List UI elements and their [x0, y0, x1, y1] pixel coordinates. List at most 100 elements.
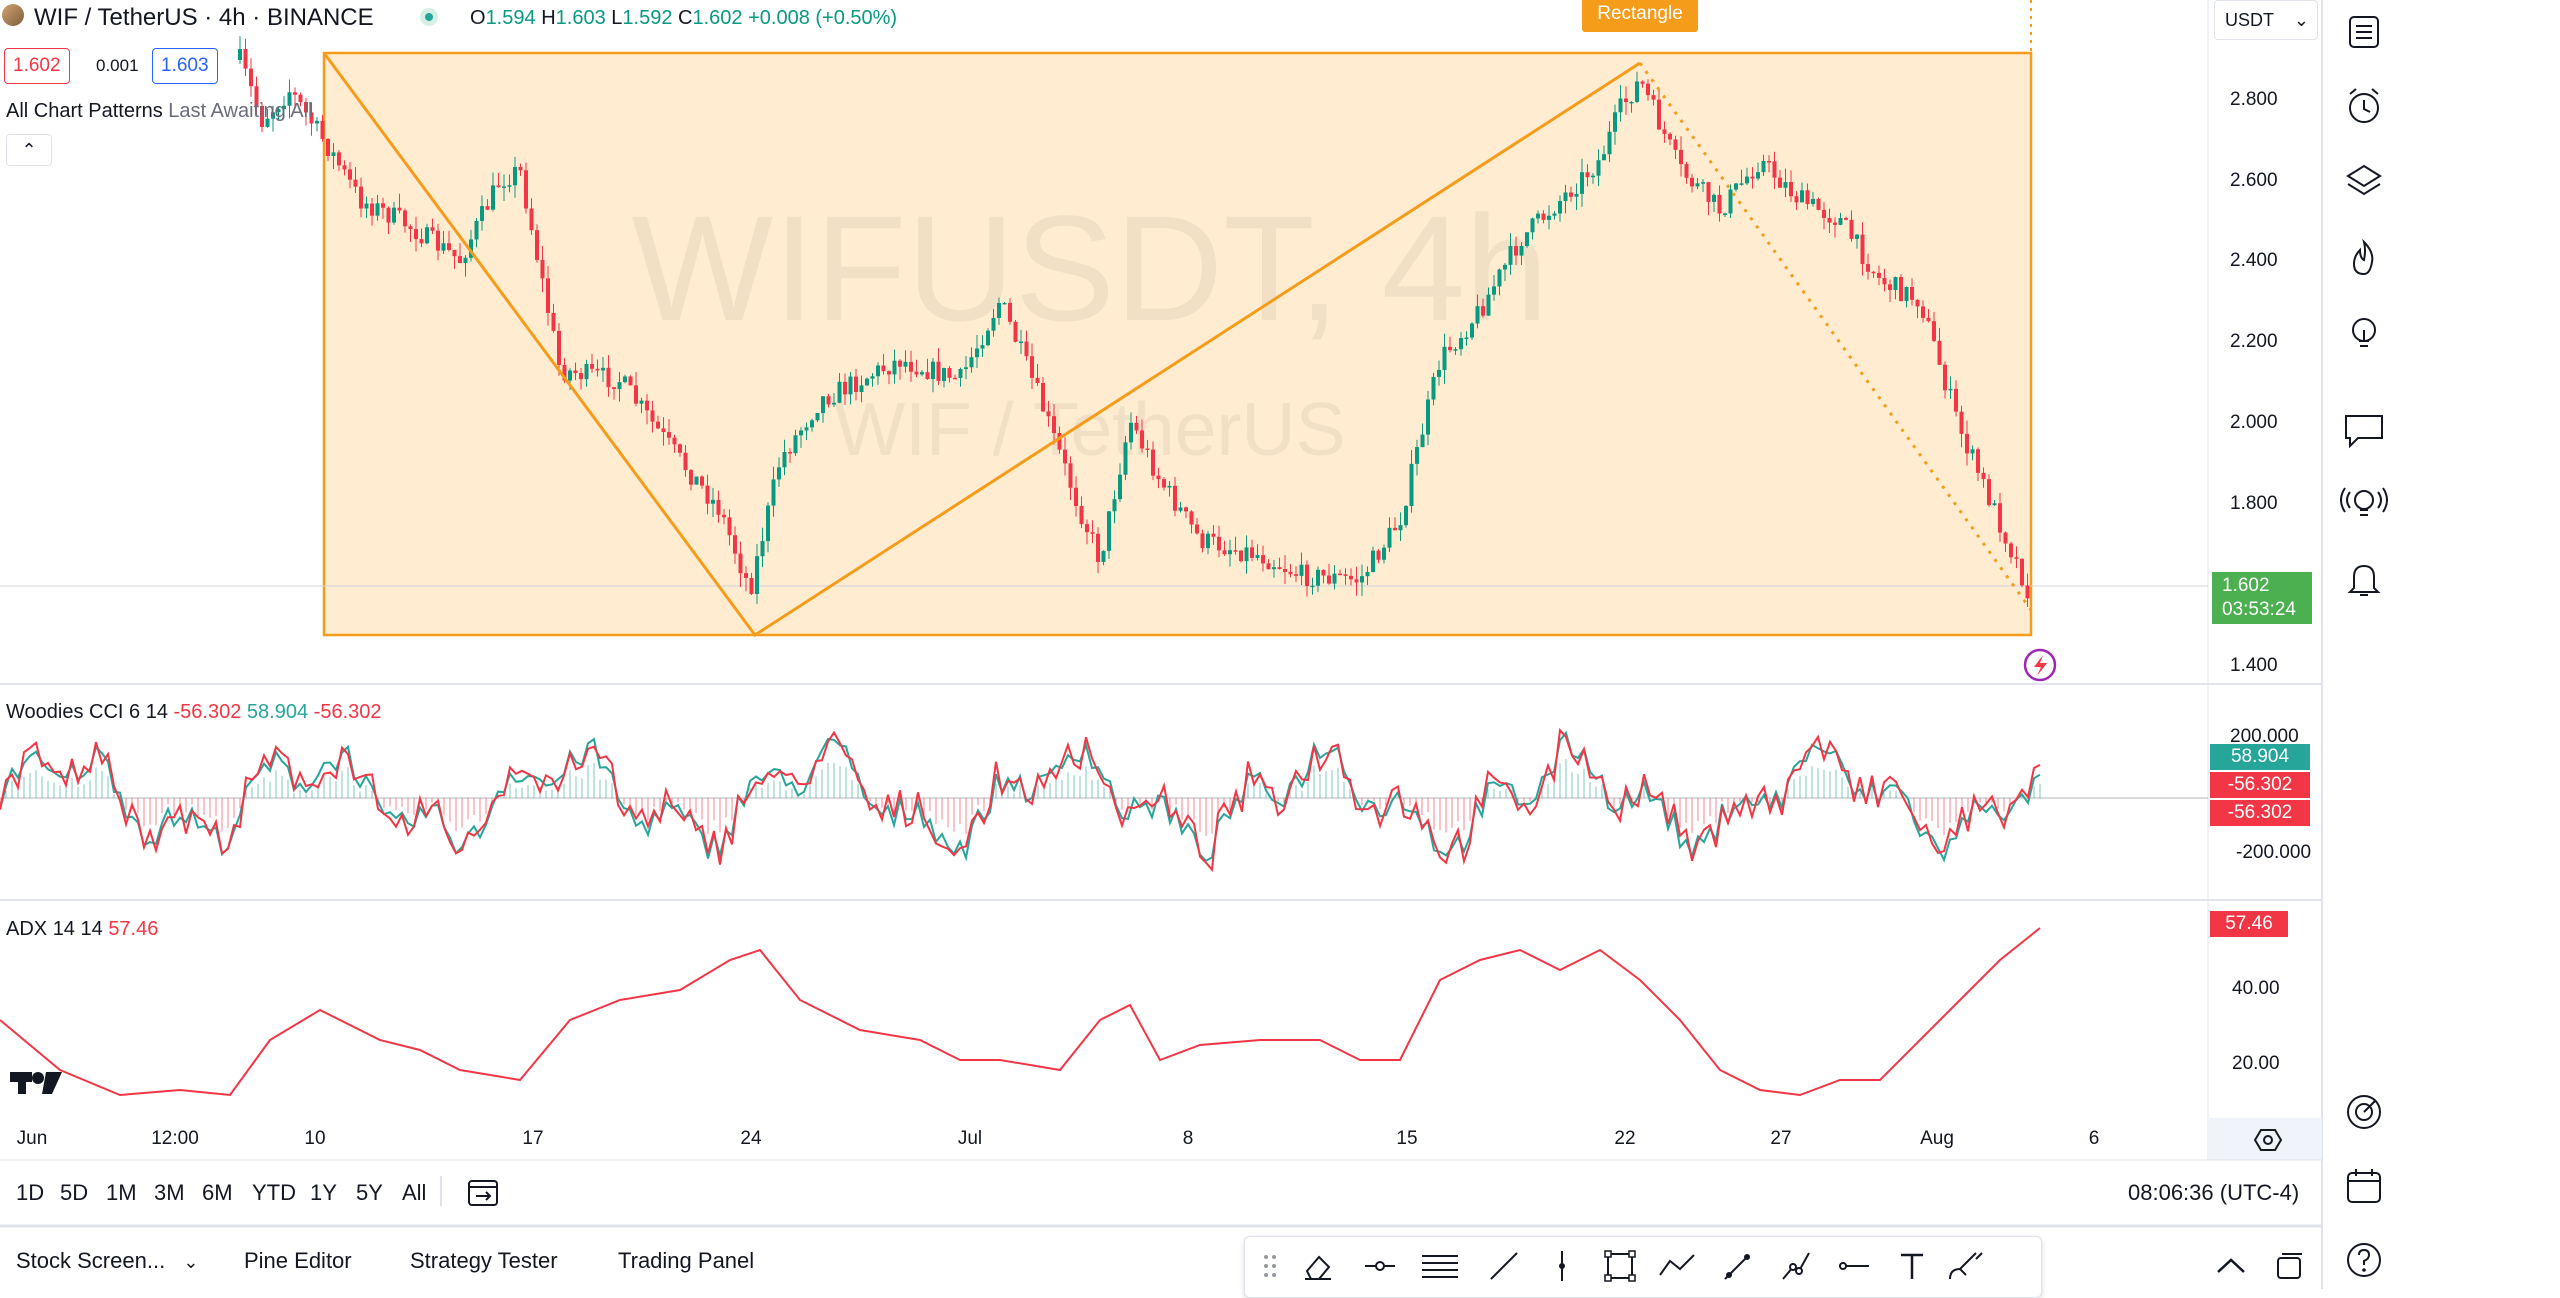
arrow-line-icon[interactable] [1716, 1244, 1760, 1288]
tab-trading-panel[interactable]: Trading Panel [618, 1248, 755, 1273]
calendar-icon[interactable] [2340, 1162, 2388, 1210]
candle-body [1668, 133, 1672, 140]
market-status-icon[interactable] [420, 8, 438, 26]
fire-icon[interactable] [2340, 234, 2388, 282]
buy-button[interactable]: 1.603 [152, 48, 218, 84]
path-icon[interactable] [1774, 1244, 1818, 1288]
tab-pine-editor[interactable]: Pine Editor [244, 1248, 352, 1273]
candle-body [348, 169, 352, 180]
candle-body [1569, 192, 1573, 197]
symbol-logo-icon[interactable] [2, 4, 24, 26]
horizontal-ray-icon[interactable] [1832, 1244, 1876, 1288]
candle-body [1915, 299, 1920, 307]
candle-body [1635, 81, 1639, 102]
symbol-title[interactable]: WIF / TetherUS · 4h · BINANCE [34, 4, 374, 31]
pattern-indicator-legend[interactable]: All Chart Patterns Last Awaiting All [6, 100, 312, 123]
time-tick: 24 [740, 1128, 762, 1149]
candle-body [1112, 499, 1117, 512]
maximize-panel-icon[interactable] [2272, 1250, 2306, 1284]
alert-lightning-icon[interactable] [2023, 648, 2057, 682]
timeframe-1m[interactable]: 1M [106, 1180, 137, 1205]
alarm-clock-icon[interactable] [2340, 82, 2388, 130]
candle-body [1723, 213, 1727, 215]
eraser-icon[interactable] [1296, 1244, 1340, 1288]
target-icon[interactable] [2340, 1088, 2388, 1136]
zigzag-icon[interactable] [1656, 1244, 1700, 1288]
candle-body [1904, 286, 1909, 302]
collapse-legend-button[interactable]: ⌃ [6, 134, 52, 166]
clock-timezone[interactable]: 08:06:36 (UTC-4) [2128, 1180, 2300, 1205]
currency-selector[interactable]: USDT ⌄ [2214, 0, 2318, 40]
time-tick: Jun [16, 1128, 48, 1149]
timeframe-ytd[interactable]: YTD [252, 1180, 296, 1205]
tab-stock-screener[interactable]: Stock Screen... ⌄ [16, 1248, 198, 1274]
candle-body [705, 485, 710, 504]
toolbar-divider [440, 1176, 442, 1206]
pattern-label[interactable]: Rectangle [1582, 0, 1698, 32]
sell-button[interactable]: 1.602 [4, 48, 70, 84]
candle-body [744, 573, 748, 578]
candle-body [1156, 475, 1161, 480]
vertical-line-icon[interactable] [1540, 1244, 1584, 1288]
candle-body [480, 206, 484, 221]
timeframe-5y[interactable]: 5Y [356, 1180, 383, 1205]
help-icon[interactable] [2340, 1236, 2388, 1284]
candle-body [997, 302, 1001, 318]
candle-body [238, 49, 242, 60]
candle-body [689, 470, 693, 485]
timeframe-all[interactable]: All [402, 1180, 427, 1205]
point-line-icon[interactable] [1358, 1244, 1402, 1288]
brush-icon[interactable] [1944, 1244, 1988, 1288]
price-tick: 2.400 [2230, 250, 2278, 271]
adx-legend[interactable]: ADX 14 14 57.46 [6, 918, 158, 941]
lightbulb-icon[interactable] [2340, 310, 2388, 358]
low-label: L [611, 7, 623, 29]
candle-body [1228, 550, 1232, 555]
candle-body [1283, 568, 1287, 573]
layers-icon[interactable] [2340, 158, 2388, 206]
candle-body [1503, 264, 1507, 270]
timeframe-1d[interactable]: 1D [16, 1180, 45, 1205]
timeframe-6m[interactable]: 6M [202, 1180, 233, 1205]
high-label: H [541, 7, 556, 29]
candle-body [876, 365, 880, 377]
chevron-up-icon[interactable] [2214, 1250, 2248, 1284]
candle-body [463, 257, 468, 264]
candle-body [1866, 264, 1870, 272]
timeframe-3m[interactable]: 3M [154, 1180, 185, 1205]
chat-icon[interactable] [2340, 406, 2388, 454]
candle-body [1332, 573, 1337, 584]
candle-body [639, 400, 644, 404]
candle-body [1580, 172, 1584, 194]
timeframe-1y[interactable]: 1Y [310, 1180, 337, 1205]
bell-icon[interactable] [2340, 556, 2388, 604]
candle-body [716, 499, 721, 515]
candlestick-series[interactable] [238, 36, 2030, 608]
timeframe-5d[interactable]: 5D [60, 1180, 89, 1205]
adx-line [0, 927, 2041, 1097]
rectangle-icon[interactable] [1598, 1244, 1642, 1288]
rectangle-pattern[interactable] [322, 51, 2033, 637]
candle-body [1970, 449, 1975, 454]
cci-legend[interactable]: Woodies CCI 6 14 -56.302 58.904 -56.302 [6, 701, 382, 724]
tradingview-logo-icon[interactable] [10, 1072, 62, 1094]
candle-body [1096, 533, 1100, 562]
watchlist-icon[interactable] [2340, 8, 2388, 56]
candle-body [1431, 376, 1436, 400]
trend-line-icon[interactable] [1482, 1244, 1526, 1288]
candle-body [1217, 536, 1221, 551]
text-icon[interactable] [1890, 1244, 1934, 1288]
grip-icon[interactable] [1248, 1244, 1292, 1288]
candle-body [1442, 346, 1447, 370]
horizontal-lines-icon[interactable] [1418, 1244, 1462, 1288]
tab-strategy-tester[interactable]: Strategy Tester [410, 1248, 558, 1273]
candle-body [645, 400, 649, 411]
candle-body [513, 166, 517, 186]
candle-body [326, 138, 330, 156]
candle-body [661, 428, 666, 433]
candle-body [1470, 323, 1474, 338]
axis-settings-icon[interactable] [2253, 1126, 2283, 1154]
date-range-icon[interactable] [466, 1176, 500, 1210]
broadcast-idea-icon[interactable] [2340, 480, 2388, 528]
